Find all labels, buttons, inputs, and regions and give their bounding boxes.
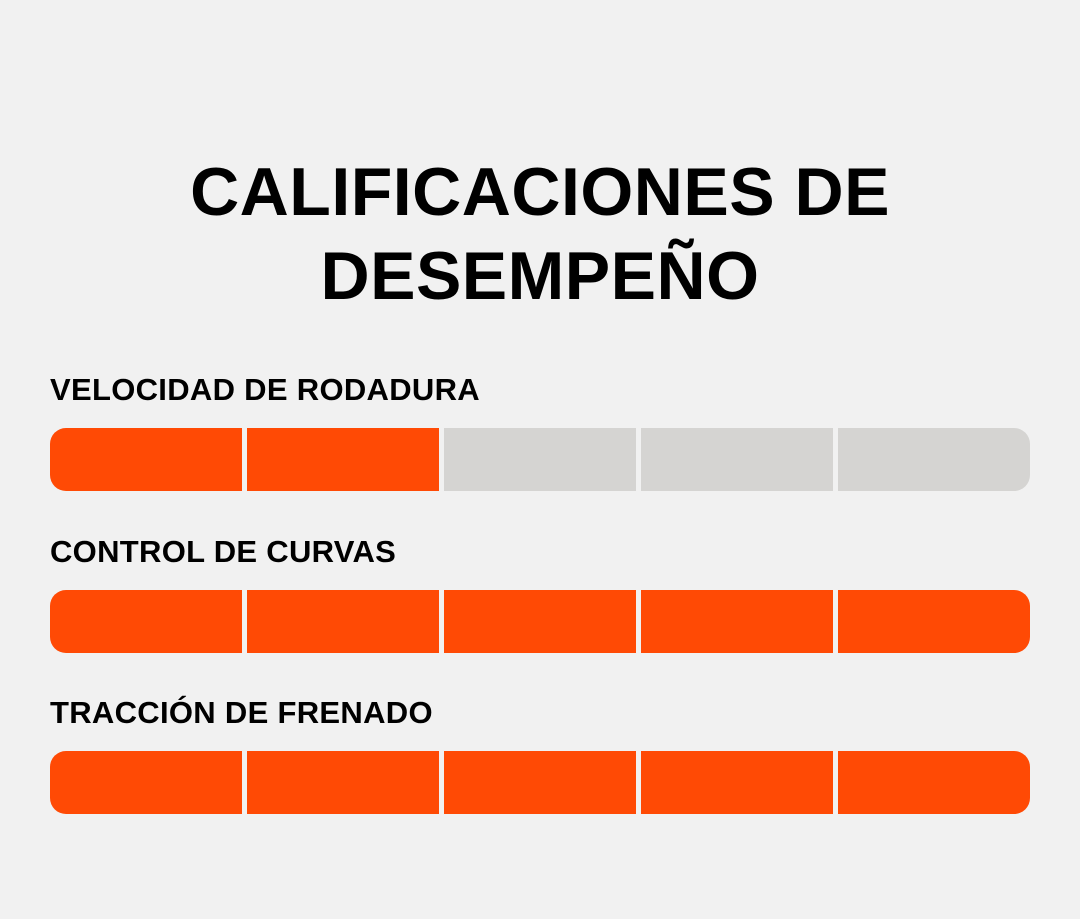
rating-cornering-control: CONTROL DE CURVAS [50, 534, 1030, 653]
title-line-1: CALIFICACIONES DE [190, 154, 890, 230]
rating-segment-empty [444, 428, 636, 491]
rating-bar [50, 590, 1030, 653]
rating-rolling-speed: VELOCIDAD DE RODADURA [50, 372, 1030, 491]
rating-segment-filled [247, 590, 439, 653]
rating-segment-filled [838, 751, 1030, 814]
rating-segment-filled [247, 428, 439, 491]
rating-segment-filled [641, 590, 833, 653]
rating-segment-filled [641, 751, 833, 814]
rating-label: CONTROL DE CURVAS [50, 534, 397, 569]
rating-segment-filled [50, 751, 242, 814]
rating-label: VELOCIDAD DE RODADURA [50, 372, 480, 407]
rating-bar [50, 428, 1030, 491]
rating-segment-empty [641, 428, 833, 491]
title-line-2: DESEMPEÑO [320, 238, 760, 314]
rating-segment-filled [50, 428, 242, 491]
rating-segment-filled [838, 590, 1030, 653]
rating-segment-filled [50, 590, 242, 653]
rating-segment-filled [444, 590, 636, 653]
rating-segment-empty [838, 428, 1030, 491]
page-title: CALIFICACIONES DE DESEMPEÑO [0, 150, 1080, 318]
rating-segment-filled [247, 751, 439, 814]
rating-segment-filled [444, 751, 636, 814]
rating-bar [50, 751, 1030, 814]
rating-label: TRACCIÓN DE FRENADO [50, 695, 433, 730]
rating-braking-traction: TRACCIÓN DE FRENADO [50, 695, 1030, 814]
